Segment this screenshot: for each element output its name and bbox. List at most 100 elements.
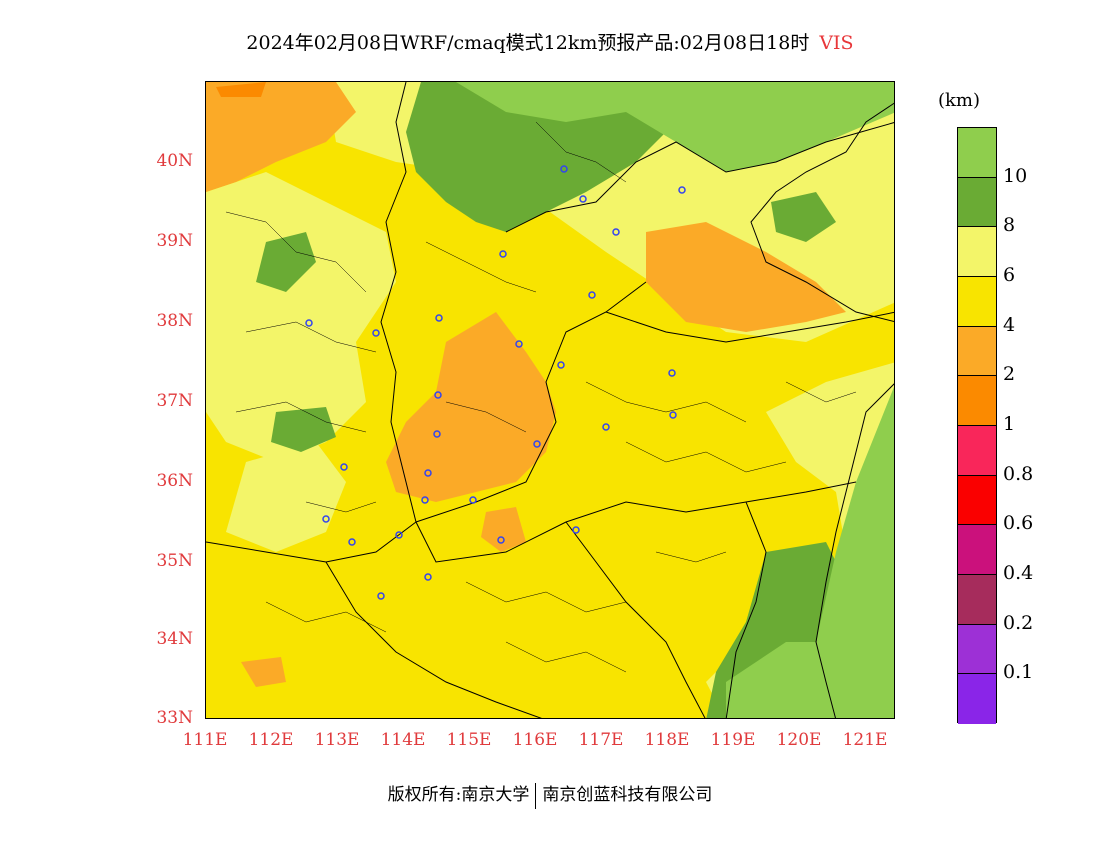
footer-separator (535, 782, 537, 809)
station-marker (572, 526, 580, 534)
lon-label: 119E (710, 730, 756, 750)
lon-label: 111E (182, 730, 228, 750)
dark-green-region-northeast (771, 192, 836, 242)
station-marker (579, 195, 587, 203)
station-marker (424, 573, 432, 581)
copyright-right: 南京创蓝科技有限公司 (542, 785, 713, 805)
station-marker (557, 361, 565, 369)
station-marker (395, 531, 403, 539)
lon-label: 115E (446, 730, 492, 750)
lon-label: 121E (842, 730, 888, 750)
lat-label: 38N (156, 311, 193, 331)
color-bar-segment (958, 227, 996, 277)
station-marker (305, 319, 313, 327)
orange-region-south-small (481, 507, 526, 552)
light-green-region-north (456, 82, 894, 172)
dark-green-region-north (406, 82, 676, 232)
county-boundaries (225, 121, 857, 673)
station-marker (533, 440, 541, 448)
color-bar-segment (958, 376, 996, 426)
color-bar-segment (958, 624, 996, 675)
light-yellow-region-west (206, 172, 396, 462)
color-bar-segment (958, 177, 996, 228)
station-marker (372, 329, 380, 337)
station-marker (377, 592, 385, 600)
station-marker (433, 430, 441, 438)
color-bar-label: 6 (1003, 264, 1016, 286)
color-bar-label: 0.2 (1003, 611, 1034, 634)
color-bar-label: 0.6 (1003, 512, 1034, 535)
color-bar-segment (958, 525, 996, 575)
color-bar-segment (958, 574, 996, 625)
light-yellow-region-southwest (226, 442, 346, 552)
station-marker (497, 536, 505, 544)
station-marker (515, 340, 523, 348)
lat-label: 34N (156, 629, 193, 649)
station-marker (424, 469, 432, 477)
station-marker (588, 291, 596, 299)
color-bar (957, 127, 997, 724)
coastline (750, 102, 894, 323)
station-marker (669, 411, 677, 419)
map-canvas (206, 82, 894, 718)
lon-label: 112E (248, 730, 294, 750)
station-marker (612, 228, 620, 236)
light-green-region-east-coast (816, 387, 894, 718)
dark-orange-spot-north (216, 82, 266, 97)
visibility-map (205, 81, 895, 719)
lon-label: 118E (644, 730, 690, 750)
province-boundaries (206, 82, 894, 718)
lat-label: 37N (156, 391, 193, 411)
lat-label: 35N (156, 551, 193, 571)
color-bar-segment (958, 128, 996, 178)
station-marker (322, 515, 330, 523)
color-bar-label: 4 (1003, 313, 1016, 336)
color-bar-segment (958, 326, 996, 377)
lat-label: 40N (156, 151, 193, 171)
copyright-footer: 版权所有:南京大学 南京创蓝科技有限公司 (0, 780, 1100, 809)
coastline-east (815, 383, 894, 718)
color-bar-label: 10 (1003, 164, 1028, 187)
legend-unit: (km) (938, 90, 981, 111)
lon-label: 116E (512, 730, 558, 750)
color-bar-segment (958, 276, 996, 327)
lon-label: 120E (776, 730, 822, 750)
orange-region-central (386, 312, 556, 502)
station-marker (348, 538, 356, 546)
dark-green-region-west (271, 407, 336, 452)
light-green-region-southeast (726, 642, 826, 718)
map-title: 2024年02月08日WRF/cmaq模式12km预报产品:02月08日18时 V… (0, 28, 1100, 55)
lon-label: 117E (578, 730, 624, 750)
orange-region-northwest (206, 82, 356, 192)
color-bar-label: 0.4 (1003, 562, 1034, 584)
station-marker (434, 391, 442, 399)
copyright-left: 版权所有:南京大学 (387, 785, 530, 805)
color-bar-label: 8 (1003, 214, 1016, 237)
color-bar-segment (958, 425, 996, 476)
color-bar-label: 1 (1003, 413, 1016, 435)
color-bar-label: 2 (1003, 363, 1016, 386)
lat-label: 33N (156, 708, 193, 728)
dark-green-region-midwest (256, 232, 316, 292)
station-marker (340, 463, 348, 471)
station-markers (305, 165, 686, 600)
station-marker (560, 165, 568, 173)
lon-label: 113E (314, 730, 360, 750)
station-marker (435, 314, 443, 322)
variable-name: VIS (819, 32, 854, 54)
station-marker (602, 423, 610, 431)
orange-region-northeast (646, 222, 846, 332)
title-text: 2024年02月08日WRF/cmaq模式12km预报产品:02月08日18时 (246, 32, 810, 54)
station-marker (421, 496, 429, 504)
color-bar-label: 0.1 (1003, 661, 1034, 684)
lat-label: 36N (156, 471, 193, 491)
lat-label: 39N (156, 231, 193, 251)
station-marker (668, 369, 676, 377)
orange-region-southwest-small (241, 657, 286, 687)
station-marker (469, 496, 477, 504)
station-marker (499, 250, 507, 258)
color-bar-segment (958, 475, 996, 526)
color-bar-label: 0.8 (1003, 462, 1034, 485)
lon-label: 114E (380, 730, 426, 750)
color-bar-segment (958, 674, 996, 724)
